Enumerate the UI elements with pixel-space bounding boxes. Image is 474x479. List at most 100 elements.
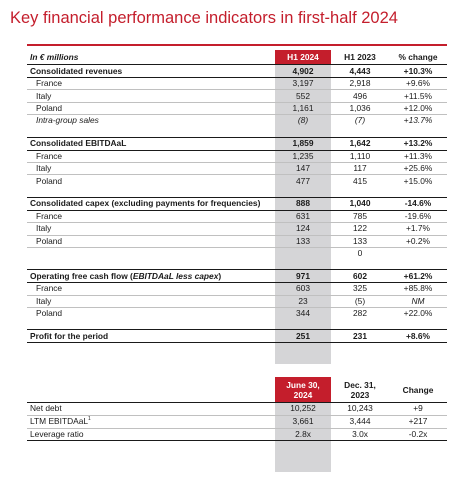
section-label: Profit for the period — [27, 329, 275, 344]
row-value: 3,197 — [275, 77, 331, 91]
table-row: Italy 124 122 +1.7% — [27, 222, 447, 236]
row-value: +11.5% — [389, 89, 447, 103]
row-value: (8) — [297, 115, 309, 126]
section-label: Consolidated revenues — [27, 64, 275, 78]
row-label: Italy — [27, 295, 275, 309]
profit-row: Profit for the period 251 231 +8.6% — [27, 329, 447, 344]
section-total-row: Consolidated EBITDAaL 1,859 1,642 +13.2% — [27, 136, 447, 151]
spacer — [27, 319, 275, 330]
row-value: 10,243 — [331, 402, 389, 416]
row-value: +9 — [389, 402, 447, 416]
column-header: H1 2024 — [275, 50, 331, 65]
spacer-row — [27, 127, 447, 138]
table-row: France 1,235 1,110 +11.3% — [27, 150, 447, 163]
row-value: 477 — [296, 175, 310, 186]
row-value: 496 — [331, 89, 389, 103]
row-value: 10,252 — [275, 402, 331, 416]
row-value: 0 — [357, 248, 363, 259]
table-row: 0 — [27, 247, 447, 259]
row-label: France — [27, 282, 275, 296]
row-value: 552 — [275, 89, 331, 103]
row-value: NM — [389, 295, 447, 309]
row-label: Italy — [27, 89, 275, 103]
row-value: +12.0% — [389, 102, 447, 116]
column-header: June 30, 2024 — [275, 377, 331, 403]
row-value: 415 — [353, 175, 367, 186]
row-label: France — [27, 150, 275, 163]
section-total-row: Consolidated revenues 4,902 4,443 +10.3% — [27, 64, 447, 78]
row-label: Poland — [27, 235, 275, 248]
row-value: +25.6% — [389, 162, 447, 176]
spacer-row — [27, 259, 447, 270]
spacer — [389, 187, 447, 198]
table-row: Poland 344 282 +22.0% — [27, 308, 447, 320]
row-value: +85.8% — [389, 282, 447, 296]
row-label — [27, 247, 275, 259]
table-row: Italy 552 496 +11.5% — [27, 89, 447, 103]
row-value: 2,918 — [331, 77, 389, 91]
row-label: Poland — [27, 102, 275, 116]
section-value: +10.3% — [389, 64, 447, 78]
row-value: 23 — [275, 295, 331, 309]
row-value: (5) — [331, 295, 389, 309]
row-value: +11.3% — [389, 150, 447, 163]
table-row: Poland 1,161 1,036 +12.0% — [27, 102, 447, 116]
column-header: % change — [389, 50, 447, 65]
table-row: Italy 147 117 +25.6% — [27, 162, 447, 176]
column-header: H1 2023 — [331, 50, 389, 65]
section-value: 251 — [275, 329, 331, 344]
section-value: 4,443 — [331, 64, 389, 78]
kpi-table: In € millions H1 2024 H1 2023% change Conso… — [27, 50, 447, 344]
spacer — [389, 127, 447, 138]
spacer — [27, 187, 275, 198]
table-header-row: In € millions H1 2024 H1 2023% change — [27, 50, 447, 65]
row-label: Poland — [36, 175, 63, 186]
row-value: +217 — [389, 415, 447, 429]
section-value: 1,642 — [331, 136, 389, 151]
spacer — [331, 259, 389, 270]
section-value: 1,040 — [331, 196, 389, 211]
section-total-row: Consolidated capex (excluding payments f… — [27, 196, 447, 211]
column-header: Change — [389, 377, 447, 403]
row-value: 631 — [275, 210, 331, 224]
section-value: +8.6% — [389, 329, 447, 344]
title-underline — [27, 44, 447, 46]
row-label: LTM EBITDAaL1 — [27, 415, 275, 429]
row-value: 282 — [353, 308, 367, 319]
table-row: Poland 477 415 +15.0% — [27, 175, 447, 187]
row-value: 1,110 — [331, 150, 389, 163]
row-value: 1,235 — [275, 150, 331, 163]
table-row: Net debt 10,252 10,243 +9 — [27, 402, 447, 416]
spacer — [331, 127, 389, 138]
row-value: (7) — [354, 115, 366, 126]
spacer — [27, 259, 275, 270]
section-value: -14.6% — [389, 196, 447, 211]
table-row: Italy 23 (5) NM — [27, 295, 447, 309]
spacer — [389, 259, 447, 270]
section-value: 1,859 — [275, 136, 331, 151]
spacer — [275, 187, 331, 198]
row-value: +15.0% — [403, 175, 433, 186]
row-value — [275, 247, 331, 259]
spacer-row — [27, 187, 447, 198]
row-label: Poland — [36, 308, 63, 319]
page-title: Key financial performance indicators in … — [10, 9, 398, 27]
row-value: -0.2x — [389, 428, 447, 442]
row-value: +0.2% — [389, 235, 447, 248]
row-value: 1,036 — [331, 102, 389, 116]
balance-table: June 30, 2024 Dec. 31, 2023 Change Net debt 10… — [27, 377, 447, 442]
table-row: France 3,197 2,918 +9.6% — [27, 77, 447, 91]
section-value: 888 — [275, 196, 331, 211]
row-value: 1,161 — [275, 102, 331, 116]
section-value: +61.2% — [389, 269, 447, 284]
row-value: 117 — [331, 162, 389, 176]
spacer — [331, 319, 389, 330]
row-label: France — [27, 77, 275, 91]
spacer — [389, 319, 447, 330]
row-value: +9.6% — [389, 77, 447, 91]
row-label: Italy — [27, 222, 275, 236]
spacer — [27, 127, 275, 138]
row-value: 3.0x — [331, 428, 389, 442]
row-value: 124 — [275, 222, 331, 236]
row-value: 147 — [275, 162, 331, 176]
